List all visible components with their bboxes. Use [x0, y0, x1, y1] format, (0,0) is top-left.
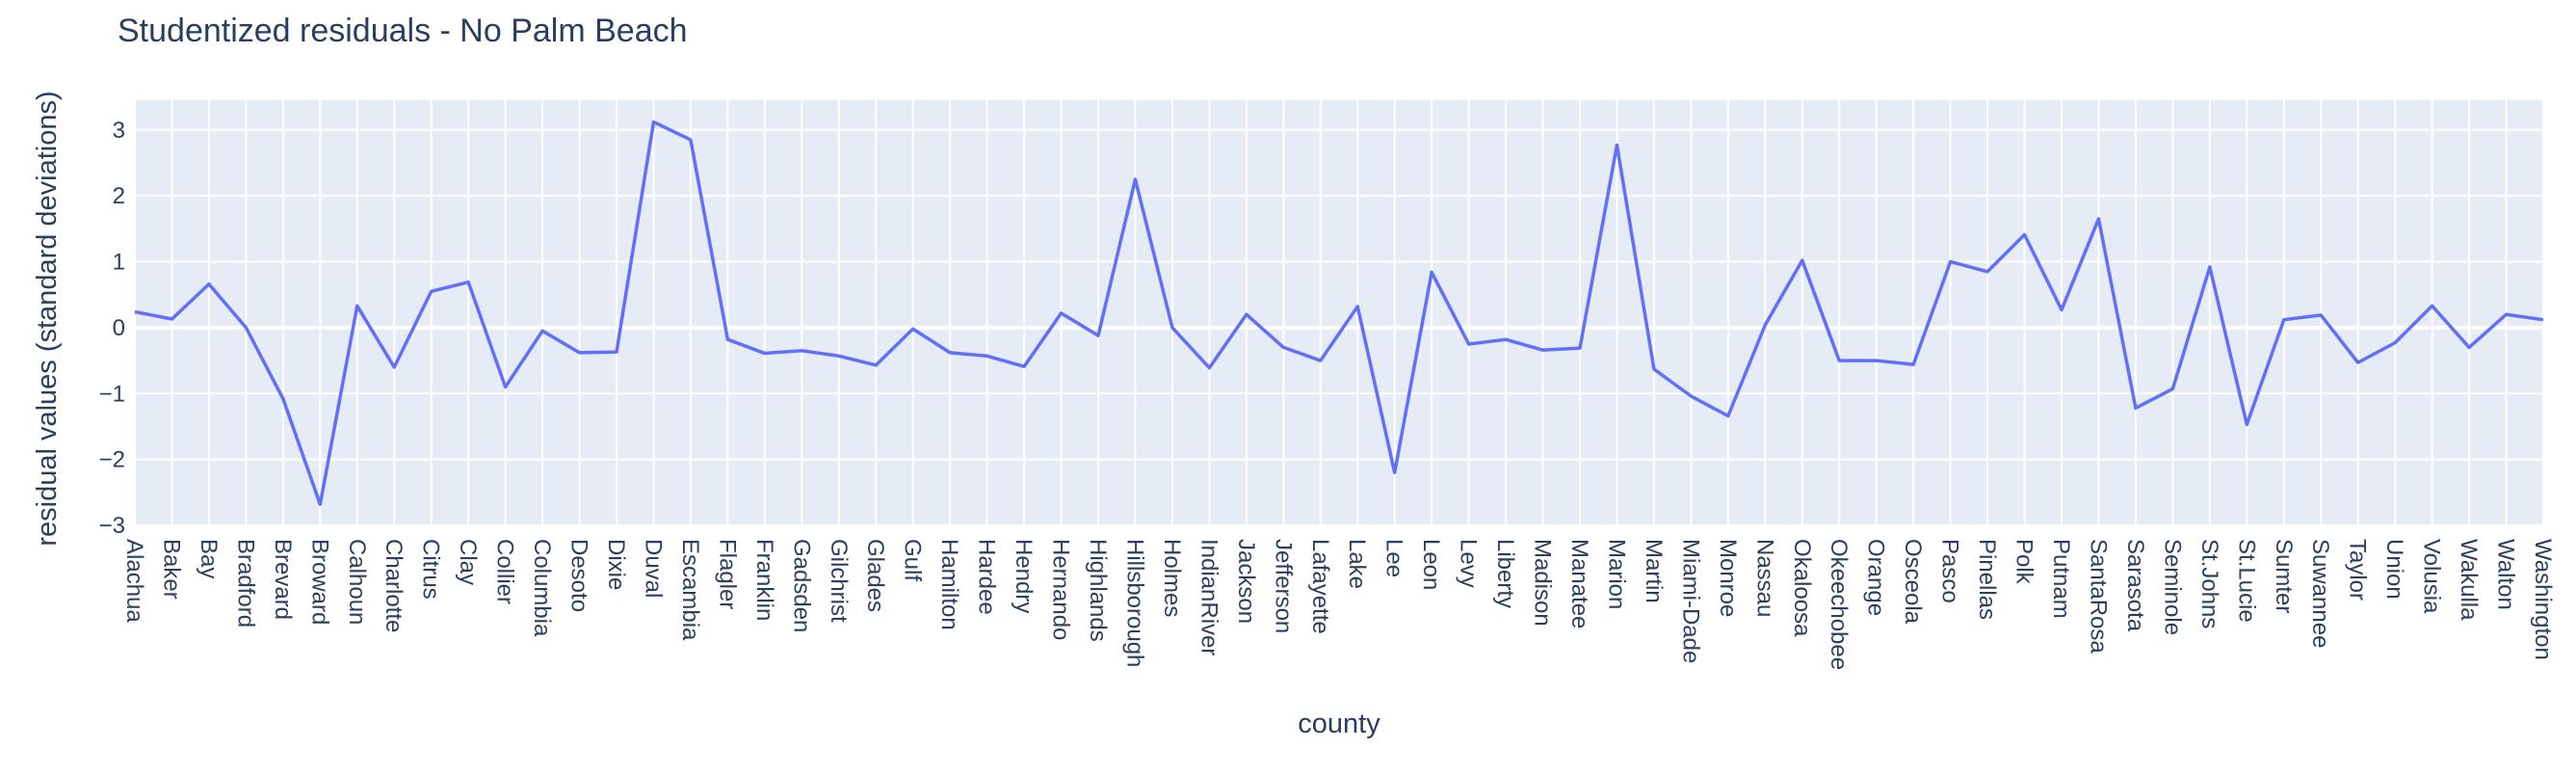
x-tick-label: Miami-Dade	[1677, 539, 1703, 663]
gridlines	[134, 100, 2544, 526]
y-tick-label: −2	[99, 447, 125, 473]
x-tick-label: Clay	[455, 539, 481, 585]
x-tick-label: Liberty	[1492, 539, 1518, 608]
x-tick-label: Escambia	[677, 539, 703, 641]
y-tick-label: 2	[113, 183, 125, 209]
x-tick-label: Desoto	[566, 539, 592, 612]
x-tick-label: Jefferson	[1270, 539, 1296, 633]
x-tick-label: Leon	[1418, 539, 1444, 590]
x-tick-label: Duval	[640, 539, 666, 598]
series-line	[134, 120, 2544, 506]
x-tick-label: Sarasota	[2122, 539, 2148, 632]
x-tick-label: Lafayette	[1307, 539, 1333, 634]
x-tick-label: Nassau	[1751, 539, 1777, 617]
x-tick-label: Citrus	[418, 539, 444, 600]
x-tick-label: Seminole	[2159, 539, 2185, 635]
x-tick-label: Hernando	[1048, 539, 1074, 640]
x-tick-label: Hillsborough	[1121, 539, 1147, 667]
x-tick-label: Levy	[1456, 539, 1482, 588]
x-tick-label: Lee	[1381, 539, 1407, 577]
x-tick-label: Walton	[2493, 539, 2519, 610]
y-tick-label: −1	[99, 381, 125, 407]
x-tick-label: Washington	[2530, 539, 2556, 660]
x-tick-label: Manatee	[1566, 539, 1592, 628]
x-tick-label: Gulf	[900, 539, 926, 581]
x-tick-label: Brevard	[270, 539, 296, 620]
x-tick-label: IndianRiver	[1196, 539, 1222, 655]
x-tick-label: St.Johns	[2196, 539, 2222, 628]
x-tick-label: Gadsden	[788, 539, 814, 632]
x-tick-label: Volusia	[2419, 539, 2445, 614]
x-tick-label: Taylor	[2345, 539, 2371, 601]
y-tick-label: 3	[113, 118, 125, 144]
x-tick-label: Suwannee	[2307, 539, 2333, 648]
x-axis-ticks: Alachua Baker Bay Bradford Brevard Broward Cal…	[121, 539, 2556, 670]
x-tick-label: Baker	[158, 539, 184, 600]
x-tick-label: SantaRosa	[2085, 539, 2111, 654]
x-tick-label: Sumter	[2271, 539, 2297, 613]
plot-area	[135, 100, 2543, 525]
x-tick-label: Okeechobee	[1826, 539, 1852, 670]
x-tick-label: Monroe	[1715, 539, 1741, 617]
x-tick-label: Madison	[1530, 539, 1556, 627]
x-tick-label: Jackson	[1233, 539, 1259, 624]
x-tick-label: Holmes	[1159, 539, 1185, 617]
x-tick-label: Martin	[1641, 539, 1667, 603]
y-tick-label: 1	[113, 250, 125, 276]
x-tick-label: Osceola	[1900, 539, 1926, 625]
x-tick-label: Highlands	[1085, 539, 1111, 642]
x-tick-label: Glades	[862, 539, 888, 612]
x-tick-label: Wakulla	[2456, 539, 2482, 621]
x-tick-label: Alachua	[121, 539, 147, 623]
x-tick-label: Gilchrist	[826, 539, 852, 623]
x-axis-title: county	[1298, 708, 1380, 739]
x-tick-label: Bradford	[232, 539, 258, 628]
x-tick-label: Hamilton	[936, 539, 962, 630]
y-tick-label: 0	[113, 315, 125, 341]
x-tick-label: Broward	[306, 539, 332, 625]
x-tick-label: Franklin	[751, 539, 777, 621]
x-tick-label: Pinellas	[1974, 539, 2000, 620]
x-tick-label: Putnam	[2048, 539, 2074, 619]
y-axis-ticks: 3 2 1 0 −1 −2 −3	[99, 118, 125, 539]
y-axis-title: residual values (standard deviations)	[32, 91, 63, 546]
x-tick-label: Pasco	[1937, 539, 1963, 603]
x-tick-label: Union	[2381, 539, 2407, 600]
x-tick-label: Polk	[2011, 539, 2037, 585]
x-tick-label: Bay	[196, 539, 222, 578]
x-tick-label: Okaloosa	[1789, 539, 1815, 637]
chart-title: Studentized residuals - No Palm Beach	[118, 13, 688, 49]
x-tick-label: Marion	[1603, 539, 1629, 609]
x-tick-label: Hendry	[1011, 539, 1037, 613]
x-tick-label: Collier	[492, 539, 518, 604]
x-tick-label: Hardee	[974, 539, 1000, 615]
x-tick-label: Lake	[1344, 539, 1370, 589]
x-tick-label: Dixie	[603, 539, 629, 590]
x-tick-label: Orange	[1863, 539, 1889, 616]
x-tick-label: Charlotte	[381, 539, 407, 632]
x-tick-label: Flagler	[714, 539, 740, 609]
y-tick-label: −3	[99, 513, 125, 539]
x-tick-label: St.Lucie	[2233, 539, 2259, 623]
x-tick-label: Columbia	[529, 539, 555, 637]
x-tick-label: Calhoun	[344, 539, 370, 625]
